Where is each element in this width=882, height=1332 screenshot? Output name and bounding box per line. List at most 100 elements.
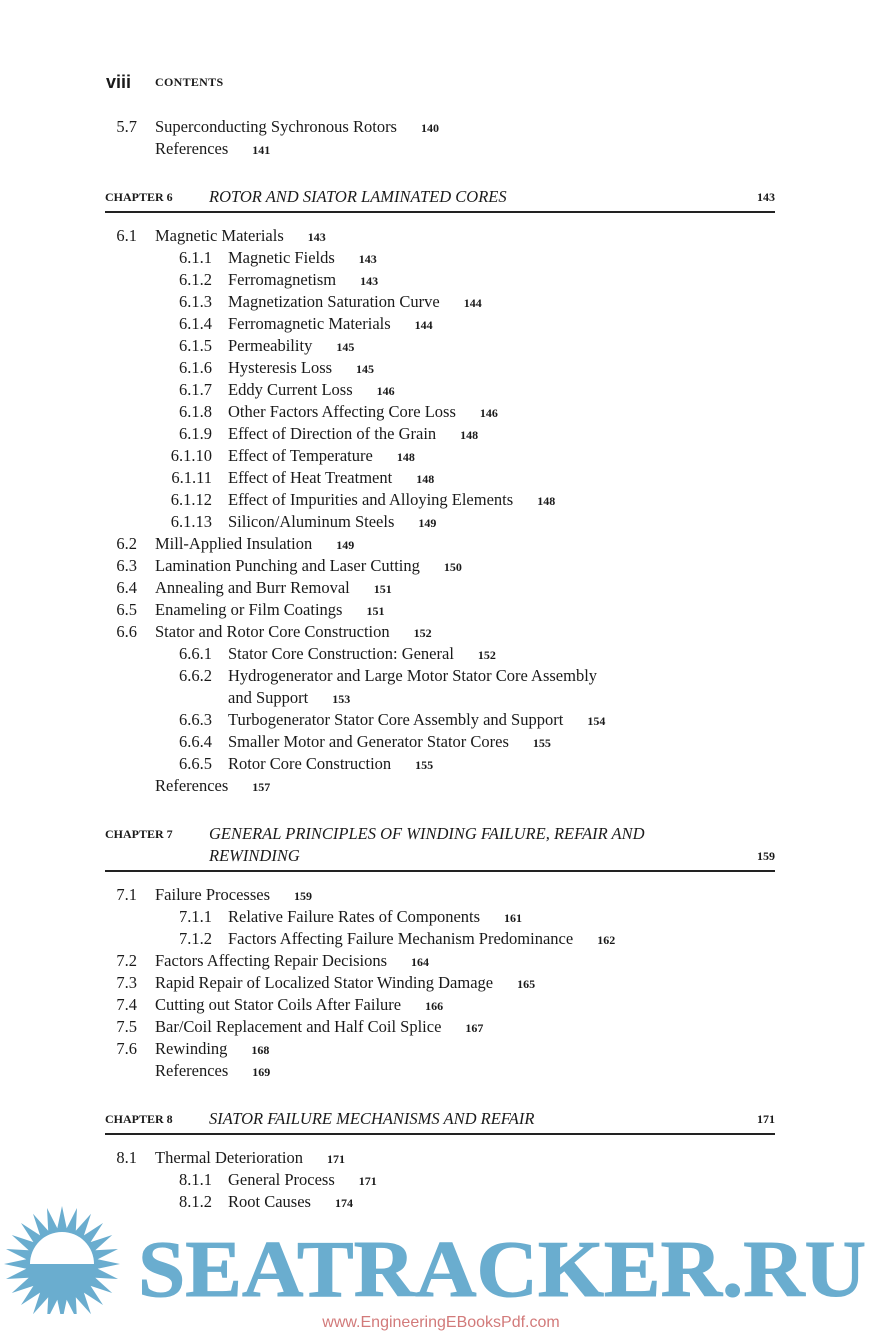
section-title: Mill-Applied Insulation 149 — [155, 534, 355, 553]
toc-entry[interactable]: References 157 — [0, 775, 882, 797]
toc-entry[interactable]: 8.1 Thermal Deterioration 171 — [0, 1147, 882, 1169]
section-title: Effect of Heat Treatment 148 — [228, 468, 435, 487]
toc-entry[interactable]: 7.5 Bar/Coil Replacement and Half Coil Sp… — [0, 1016, 882, 1038]
section-number: 6.1 — [116, 226, 137, 245]
page-number: 168 — [251, 1043, 270, 1057]
toc-entry[interactable]: 6.1.1 Magnetic Fields 143 — [0, 247, 882, 269]
toc-entry[interactable]: 6.6.3 Turbogenerator Stator Core Assembly… — [0, 709, 882, 731]
section-number: 7.4 — [116, 995, 137, 1014]
page-number: 166 — [425, 999, 444, 1013]
toc-entry[interactable]: 6.1.7 Eddy Current Loss 146 — [0, 379, 882, 401]
toc-entry[interactable]: 6.1.4 Ferromagnetic Materials 144 — [0, 313, 882, 335]
toc-entry[interactable]: References 141 — [0, 138, 882, 160]
section-title: Rewinding 168 — [155, 1039, 270, 1058]
page-number: 145 — [356, 362, 375, 376]
section-title: Magnetic Materials 143 — [155, 226, 326, 245]
toc-entry[interactable]: 6.1.13 Silicon/Aluminum Steels 149 — [0, 511, 882, 533]
toc-entry[interactable]: 6.1.5 Permeability 145 — [0, 335, 882, 357]
section-title: Root Causes 174 — [228, 1192, 353, 1211]
section-number: 7.5 — [116, 1017, 137, 1036]
section-title: Other Factors Affecting Core Loss 146 — [228, 402, 498, 421]
toc-entry[interactable]: 6.6.2 Hydrogenerator and Large Motor Stat… — [0, 665, 882, 687]
section-title: References 141 — [155, 139, 271, 158]
section-title: References 157 — [155, 776, 271, 795]
page-number: 148 — [460, 428, 479, 442]
toc-entry[interactable]: 6.1.11 Effect of Heat Treatment 148 — [0, 467, 882, 489]
page-number: 143 — [360, 274, 379, 288]
section-number: 6.1.3 — [179, 292, 212, 311]
section-number: 6.6.5 — [179, 754, 212, 773]
section-number: 8.1 — [116, 1148, 137, 1167]
section-title: Factors Affecting Failure Mechanism Pred… — [228, 929, 616, 948]
section-title: Smaller Motor and Generator Stator Cores… — [228, 732, 551, 751]
section-number: 6.4 — [116, 578, 137, 597]
toc-entry[interactable]: 7.1 Failure Processes 159 — [0, 884, 882, 906]
section-title: Lamination Punching and Laser Cutting 150 — [155, 556, 462, 575]
section-number: 5.7 — [116, 117, 137, 136]
toc-entry[interactable]: 6.1.8 Other Factors Affecting Core Loss 14… — [0, 401, 882, 423]
toc-entry[interactable]: 6.6.5 Rotor Core Construction 155 — [0, 753, 882, 775]
section-number: 6.1.1 — [179, 248, 212, 267]
section-number: 6.6.3 — [179, 710, 212, 729]
section-number: 8.1.2 — [179, 1192, 212, 1211]
toc-entry[interactable]: 7.1.2 Factors Affecting Failure Mechanism… — [0, 928, 882, 950]
section-title: Effect of Impurities and Alloying Elemen… — [228, 490, 556, 509]
toc-entry[interactable]: 7.2 Factors Affecting Repair Decisions 164 — [0, 950, 882, 972]
toc-entry[interactable]: 6.6.4 Smaller Motor and Generator Stator … — [0, 731, 882, 753]
page-number: 159 — [294, 889, 313, 903]
toc-entry[interactable]: 7.4 Cutting out Stator Coils After Failur… — [0, 994, 882, 1016]
section-number: 6.1.2 — [179, 270, 212, 289]
chapter-title: REWINDING — [209, 846, 300, 865]
toc-entry[interactable]: 7.1.1 Relative Failure Rates of Component… — [0, 906, 882, 928]
toc-entry[interactable]: 6.1.9 Effect of Direction of the Grain 148 — [0, 423, 882, 445]
toc-entry[interactable]: 5.7 Superconducting Sychronous Rotors 140 — [0, 116, 882, 138]
chapter-label: CHAPTER 7 — [105, 827, 173, 841]
chapter-page-number: 159 — [757, 849, 775, 863]
toc-entry[interactable]: 7.3 Rapid Repair of Localized Stator Wind… — [0, 972, 882, 994]
page-number: 152 — [413, 626, 432, 640]
toc-entry[interactable]: 6.5 Enameling or Film Coatings 151 — [0, 599, 882, 621]
table-of-contents: 5.7 Superconducting Sychronous Rotors 140 R… — [0, 116, 882, 1213]
toc-entry[interactable]: References 169 — [0, 1060, 882, 1082]
chapter-title: SIATOR FAILURE MECHANISMS AND REFAIR — [209, 1109, 535, 1128]
toc-entry[interactable]: 6.1.10 Effect of Temperature 148 — [0, 445, 882, 467]
chapter-page-number: 143 — [757, 190, 775, 204]
page-number: 143 — [358, 252, 377, 266]
page-number: 148 — [396, 450, 415, 464]
page-number: 144 — [414, 318, 433, 332]
section-title: Stator Core Construction: General 152 — [228, 644, 496, 663]
toc-entry[interactable]: 6.6.1 Stator Core Construction: General 15… — [0, 643, 882, 665]
section-title: Turbogenerator Stator Core Assembly and … — [228, 710, 606, 729]
section-title: Magnetization Saturation Curve 144 — [228, 292, 482, 311]
page-number: 150 — [443, 560, 462, 574]
toc-entry[interactable]: 8.1.2 Root Causes 174 — [0, 1191, 882, 1213]
section-number: 6.6.4 — [179, 732, 212, 751]
section-title: Bar/Coil Replacement and Half Coil Splic… — [155, 1017, 484, 1036]
page-number: 140 — [420, 121, 439, 135]
toc-entry[interactable]: 6.1.6 Hysteresis Loss 145 — [0, 357, 882, 379]
toc-entry[interactable]: 7.6 Rewinding 168 — [0, 1038, 882, 1060]
section-title: Eddy Current Loss 146 — [228, 380, 395, 399]
toc-entry[interactable]: and Support 153 — [0, 687, 882, 709]
page-number: 152 — [477, 648, 496, 662]
section-number: 6.6.2 — [179, 666, 212, 685]
page-number: 151 — [373, 582, 392, 596]
section-number: 6.2 — [116, 534, 137, 553]
page-number: 149 — [336, 538, 355, 552]
watermark-logo-text: SEATRACKER.RU — [138, 1226, 866, 1314]
toc-entry[interactable]: 6.6 Stator and Rotor Core Construction 152 — [0, 621, 882, 643]
section-title: Silicon/Aluminum Steels 149 — [228, 512, 437, 531]
toc-entry[interactable]: 6.1 Magnetic Materials 143 — [0, 225, 882, 247]
section-title: Failure Processes 159 — [155, 885, 313, 904]
toc-entry[interactable]: 6.1.3 Magnetization Saturation Curve 144 — [0, 291, 882, 313]
page-number: 143 — [307, 230, 326, 244]
toc-entry[interactable]: 6.1.12 Effect of Impurities and Alloying … — [0, 489, 882, 511]
chapter-heading: CHAPTER 6 ROTOR AND SIATOR LAMINATED CORE… — [105, 186, 775, 213]
section-number: 6.1.8 — [179, 402, 212, 421]
toc-entry[interactable]: 6.4 Annealing and Burr Removal 151 — [0, 577, 882, 599]
toc-entry[interactable]: 8.1.1 General Process 171 — [0, 1169, 882, 1191]
toc-entry[interactable]: 6.1.2 Ferromagnetism 143 — [0, 269, 882, 291]
toc-entry[interactable]: 6.3 Lamination Punching and Laser Cutting… — [0, 555, 882, 577]
toc-entry[interactable]: 6.2 Mill-Applied Insulation 149 — [0, 533, 882, 555]
page-number: 174 — [334, 1196, 353, 1210]
